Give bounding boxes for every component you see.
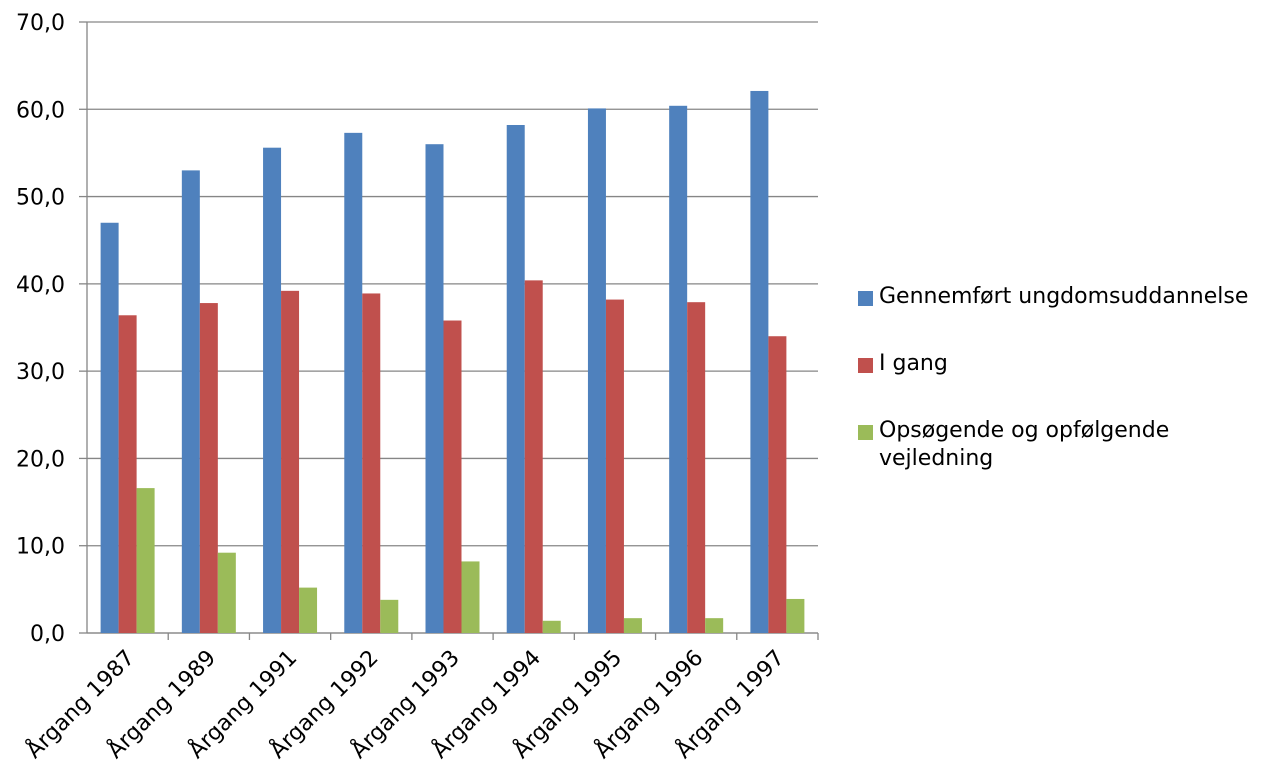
y-tick-label: 40,0 <box>16 273 65 298</box>
y-tick-label: 50,0 <box>16 186 65 211</box>
bar <box>136 488 155 633</box>
bar <box>100 222 119 633</box>
y-tick-label: 70,0 <box>16 11 65 36</box>
bar <box>263 147 282 634</box>
bar <box>605 299 624 633</box>
bar <box>461 561 480 633</box>
y-tick-label: 30,0 <box>16 360 65 385</box>
bar <box>217 552 236 633</box>
legend-swatch-gennemfort <box>858 291 873 306</box>
y-tick-labels: 0,0 10,0 20,0 30,0 40,0 50,0 60,0 70,0 <box>16 11 65 647</box>
bar <box>786 598 805 633</box>
legend: Gennemført ungdomsuddannelse I gang Opsø… <box>858 283 1278 512</box>
bar <box>506 124 525 634</box>
bar <box>362 293 381 633</box>
bar <box>623 618 642 633</box>
bar <box>669 105 688 633</box>
legend-item-i-gang: I gang <box>858 350 1278 378</box>
legend-swatch-i-gang <box>858 358 873 373</box>
bar <box>281 290 300 633</box>
legend-label-i-gang: I gang <box>879 351 948 376</box>
bar <box>524 280 543 633</box>
legend-label-gennemfort: Gennemført ungdomsuddannelse <box>879 284 1249 309</box>
bar <box>750 90 769 634</box>
bar <box>344 132 363 634</box>
legend-label-opsogende: Opsøgende og opfølgende vejledning <box>879 418 1170 471</box>
legend-item-opsogende: Opsøgende og opfølgende vejledning <box>858 417 1278 473</box>
bar <box>181 170 200 633</box>
bar <box>118 315 137 633</box>
y-tick-label: 10,0 <box>16 535 65 560</box>
bar <box>199 303 218 633</box>
bar <box>687 302 706 633</box>
bars <box>100 90 805 634</box>
bar <box>425 144 444 633</box>
bar <box>587 108 606 634</box>
y-tick-label: 60,0 <box>16 98 65 123</box>
y-tick-label: 20,0 <box>16 447 65 472</box>
bar <box>299 587 318 633</box>
bar <box>542 620 561 633</box>
legend-item-gennemfort: Gennemført ungdomsuddannelse <box>858 283 1278 311</box>
bar <box>380 599 399 633</box>
bar <box>768 336 787 633</box>
y-tick-label: 0,0 <box>30 622 65 647</box>
legend-swatch-opsogende <box>858 425 873 440</box>
bar <box>443 320 462 633</box>
bar <box>705 618 724 633</box>
